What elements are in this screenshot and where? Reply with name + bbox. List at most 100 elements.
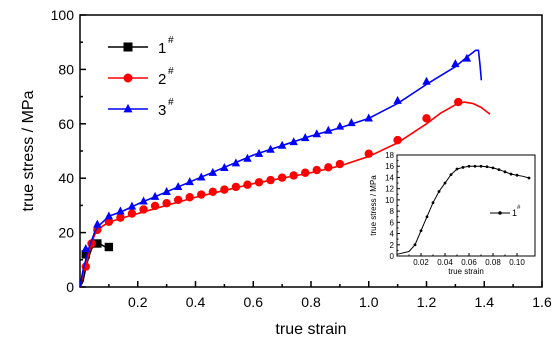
series-3-marker	[289, 137, 298, 146]
y-tick-label: 10	[385, 196, 394, 205]
series-3-marker	[116, 206, 125, 215]
series-1-marker	[81, 250, 90, 259]
series-1-marker	[509, 172, 513, 176]
series-2-marker	[312, 165, 321, 175]
series-3-marker	[104, 211, 114, 220]
x-tick-label: 1.0	[359, 294, 379, 310]
plot-frame	[396, 154, 536, 257]
x-tick-label: 0.04	[437, 258, 453, 267]
series-2-marker	[220, 185, 229, 194]
series-2-marker	[173, 195, 183, 205]
y-axis-title: true stress / MPa	[20, 90, 37, 211]
series-2-marker	[208, 187, 218, 196]
legend-marker	[123, 103, 133, 113]
x-axis-title: true strain	[448, 267, 484, 276]
legend-superscript: #	[168, 35, 174, 46]
legend-marker	[123, 73, 133, 83]
legend-label: 1	[158, 40, 166, 57]
series-1-marker	[449, 173, 453, 177]
series-1-marker	[497, 168, 501, 171]
series-2-marker	[185, 193, 194, 202]
series-3-marker	[220, 163, 229, 172]
series-3-marker	[150, 191, 160, 200]
series-2-marker	[162, 199, 171, 208]
series-3-marker	[243, 153, 252, 162]
inset-legend: 1 #	[490, 205, 521, 218]
legend-item-1: 1 #	[108, 35, 174, 57]
series-3-marker	[81, 244, 90, 253]
series-2-marker	[454, 97, 463, 107]
series-2-marker	[150, 201, 160, 211]
series-1-marker	[455, 167, 459, 171]
series-3-marker	[335, 121, 345, 130]
series-1-marker	[503, 170, 507, 174]
y-tick-label: 14	[385, 173, 394, 182]
series-3	[79, 49, 483, 288]
series-3-marker	[127, 201, 137, 210]
series-2-marker	[127, 209, 137, 218]
y-tick-label: 100	[51, 7, 75, 23]
y-tick-label: 40	[58, 170, 74, 186]
series-1-marker	[527, 176, 531, 180]
series-3-marker	[185, 177, 194, 186]
inset-legend-superscript: #	[517, 205, 521, 211]
series-3-marker	[266, 144, 275, 153]
series-2-marker	[301, 168, 310, 177]
series-3-marker	[162, 186, 171, 195]
series-1	[396, 164, 531, 255]
series-1-marker	[491, 166, 495, 170]
y-tick-label: 60	[58, 116, 74, 132]
legend-superscript: #	[168, 66, 174, 77]
y-tick-label: 80	[58, 61, 74, 77]
series-1-marker	[431, 201, 435, 205]
x-tick-label: 1.6	[532, 294, 552, 310]
series-3-marker	[139, 196, 148, 205]
x-tick-label: 0.4	[186, 294, 206, 310]
series-2-marker	[364, 149, 373, 158]
y-tick-label: 8	[390, 207, 395, 216]
legend-label: 3	[158, 102, 166, 119]
series-1-marker	[425, 215, 429, 219]
legend-label: 2	[158, 71, 166, 88]
series-2-marker	[139, 205, 148, 214]
series-2-marker	[422, 114, 431, 123]
series-3-marker	[364, 113, 373, 122]
series-1-line	[396, 165, 530, 255]
series-2-marker	[231, 182, 241, 192]
series-2-marker	[254, 178, 264, 187]
legend-item-2: 2 #	[108, 66, 174, 88]
inset-legend-label: 1	[512, 208, 517, 218]
series-3-marker	[462, 53, 472, 62]
series-3-marker	[422, 76, 431, 85]
series-1-marker	[479, 164, 483, 168]
series-1-marker	[93, 239, 102, 248]
x-axis-title: true strain	[275, 321, 346, 338]
series-3-marker	[324, 125, 333, 134]
series-1-marker	[104, 242, 114, 252]
series-2-marker	[335, 159, 345, 169]
series-1-marker	[419, 229, 423, 233]
series-1-marker	[485, 165, 489, 169]
inset-legend-marker	[498, 211, 502, 215]
series-1-marker	[473, 164, 477, 168]
y-tick-label: 4	[390, 230, 395, 239]
x-tick-label: 0.2	[128, 294, 148, 310]
series-1-marker	[413, 243, 417, 247]
series-2-marker	[116, 213, 125, 222]
y-tick-label: 2	[390, 241, 395, 250]
series-3-marker	[393, 95, 402, 104]
series-3-marker	[451, 59, 460, 68]
series-2-marker	[289, 171, 298, 180]
series-2-marker	[197, 190, 206, 199]
y-tick-label: 6	[390, 218, 395, 227]
y-tick-label: 12	[385, 185, 394, 194]
legend-marker	[123, 42, 133, 52]
x-tick-label: 0.6	[244, 294, 264, 310]
y-tick-label: 0	[66, 279, 74, 295]
series-3-marker	[312, 129, 321, 138]
y-axis-title: true stress / MPa	[369, 175, 378, 236]
legend-item-3: 3 #	[108, 97, 174, 119]
series-2	[79, 97, 491, 288]
